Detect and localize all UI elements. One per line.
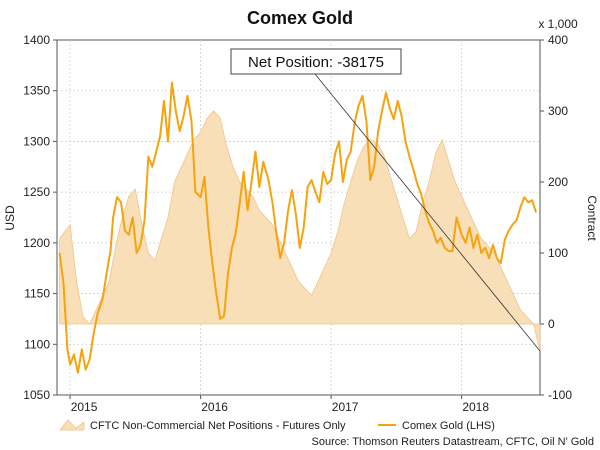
right-tick-label: 200 [548, 175, 568, 189]
right-tick-label: 0 [548, 317, 555, 331]
callout-box [230, 48, 402, 75]
right-tick-label: 400 [548, 33, 568, 47]
left-tick-label: 1100 [24, 337, 50, 351]
right-axis-unit: x 1,000 [538, 17, 578, 31]
x-tick-label: 2015 [71, 400, 98, 414]
left-tick-label: 1150 [24, 287, 50, 301]
left-axis-ticks: 1050 1100 1150 1200 1250 1300 1350 1400 [23, 33, 57, 402]
gold-price-series [58, 81, 538, 374]
left-tick-label: 1300 [23, 134, 50, 148]
chart-title: Comex Gold [247, 8, 353, 28]
right-tick-label: -100 [548, 388, 572, 402]
legend-net-swatch [59, 419, 85, 431]
x-tick-label: 2017 [332, 400, 359, 414]
legend-net-label: CFTC Non-Commercial Net Positions - Futu… [90, 420, 346, 432]
legend: CFTC Non-Commercial Net Positions - Futu… [59, 419, 495, 432]
right-tick-label: 300 [548, 104, 568, 118]
source-note: Source: Thomson Reuters Datastream, CFTC… [312, 436, 595, 448]
net-position-series [59, 110, 541, 352]
right-axis-ticks: -100 0 100 200 300 400 [540, 33, 572, 402]
net-position-callout: Net Position: -38175 [230, 48, 541, 352]
callout-leader [314, 73, 541, 352]
left-tick-label: 1050 [23, 388, 50, 402]
right-axis-label: Contract [585, 195, 599, 241]
left-tick-label: 1200 [23, 236, 50, 250]
x-tick-label: 2016 [201, 400, 228, 414]
legend-gold-label: Comex Gold (LHS) [402, 420, 495, 432]
x-tick-label: 2018 [462, 400, 489, 414]
gold-price-line [58, 81, 538, 374]
net-position-area [59, 110, 541, 352]
left-tick-label: 1250 [23, 185, 50, 199]
right-tick-label: 100 [548, 246, 568, 260]
left-axis-label: USD [3, 205, 17, 231]
left-tick-label: 1350 [23, 84, 50, 98]
x-axis-ticks: 2015 2016 2017 2018 [69, 395, 489, 414]
left-tick-label: 1400 [23, 33, 50, 47]
callout-text: Net Position: -38175 [248, 54, 384, 71]
